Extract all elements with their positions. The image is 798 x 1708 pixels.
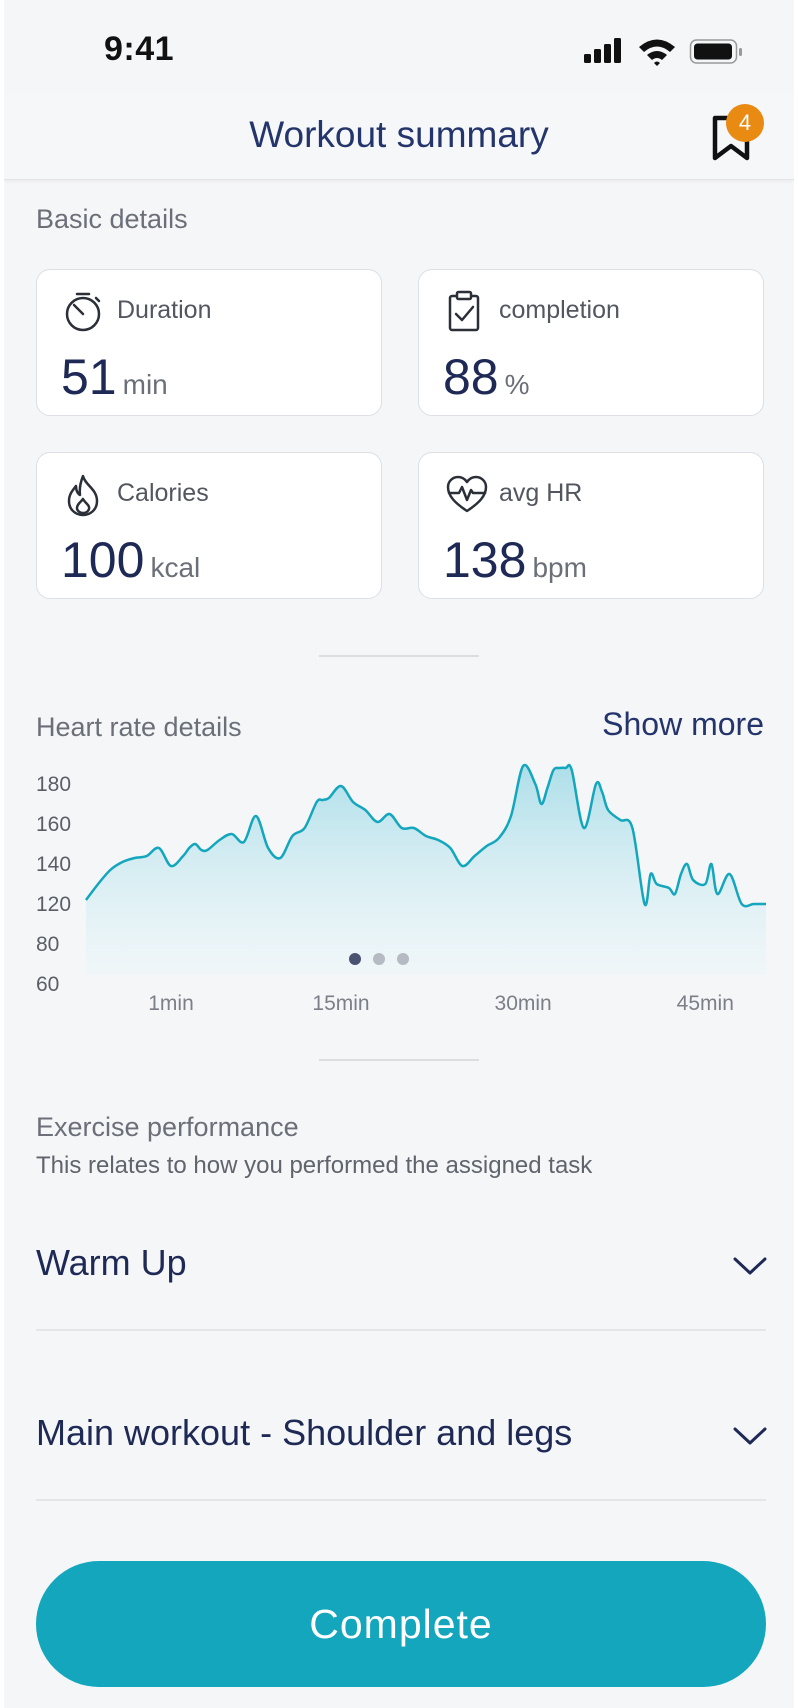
calories-value: 100 (61, 532, 145, 588)
calories-value-row: 100 kcal (61, 531, 200, 589)
avg-hr-label: avg HR (499, 479, 583, 507)
status-time: 9:41 (104, 30, 175, 68)
heart-rate-area (86, 764, 766, 975)
heart-pulse-icon (446, 475, 488, 513)
heart-rate-title: Heart rate details (36, 712, 242, 742)
y-tick-label: 180 (36, 773, 71, 796)
pager-dot[interactable] (397, 953, 409, 965)
chevron-down-icon (733, 1257, 767, 1275)
x-tick-label: 15min (312, 992, 369, 1015)
screen: 9:41 Workout summary 4 Basic details (4, 0, 794, 1708)
accordion-main-workout[interactable]: Main workout - Shoulder and legs (4, 1400, 794, 1490)
performance-subtitle: This relates to how you performed the as… (36, 1152, 593, 1179)
page-title: Workout summary (249, 114, 549, 155)
duration-value: 51 (61, 349, 117, 405)
x-tick-label: 1min (148, 992, 194, 1015)
completion-unit: % (504, 369, 530, 400)
wifi-icon (639, 39, 675, 66)
basic-details-title: Basic details (36, 204, 188, 234)
section-divider (319, 655, 479, 657)
pager-dot[interactable] (349, 953, 361, 965)
status-icons (584, 38, 742, 66)
completion-value-row: 88% (443, 348, 530, 406)
flame-icon (67, 474, 99, 517)
calories-card: Calories 100 kcal (36, 452, 382, 599)
pager-dot[interactable] (373, 953, 385, 965)
complete-button[interactable]: Complete (36, 1561, 766, 1687)
accordion-warm-up-label: Warm Up (36, 1242, 187, 1283)
avg-hr-value-row: 138 bpm (443, 531, 587, 589)
battery-icon (689, 39, 742, 64)
calories-label: Calories (117, 479, 209, 507)
duration-label: Duration (117, 296, 212, 324)
y-tick-label: 120 (36, 893, 71, 916)
x-tick-label: 45min (677, 992, 734, 1015)
accordion-divider (36, 1329, 766, 1331)
section-divider (319, 1059, 479, 1061)
duration-card: Duration 51 min (36, 269, 382, 416)
show-more-link[interactable]: Show more (602, 706, 764, 742)
avg-hr-unit: bpm (532, 552, 587, 583)
y-tick-label: 80 (36, 933, 59, 956)
clipboard-check-icon (448, 290, 480, 332)
y-tick-label: 160 (36, 813, 71, 836)
accordion-warm-up[interactable]: Warm Up (4, 1230, 794, 1320)
heart-rate-chart[interactable]: 60 80 120 140 160 180 1min 15min 30min 45min (4, 760, 794, 1020)
completion-card: completion 88% (418, 269, 764, 416)
cellular-signal-icon (584, 38, 621, 63)
notification-badge: 4 (726, 104, 764, 142)
y-tick-label: 140 (36, 853, 71, 876)
avg-hr-value: 138 (443, 532, 527, 588)
x-tick-label: 30min (495, 992, 552, 1015)
y-tick-label: 60 (36, 973, 59, 996)
stopwatch-icon (65, 292, 101, 332)
performance-title: Exercise performance (36, 1112, 299, 1142)
heart-rate-line (84, 763, 766, 908)
completion-label: completion (499, 296, 620, 324)
accordion-divider (36, 1499, 766, 1501)
calories-unit: kcal (150, 552, 201, 583)
header-bar: Workout summary (4, 94, 794, 180)
accordion-main-workout-label: Main workout - Shoulder and legs (36, 1412, 573, 1453)
duration-unit: min (122, 369, 168, 400)
completion-value: 88 (443, 349, 499, 405)
chevron-down-icon (733, 1427, 767, 1445)
avg-hr-card: avg HR 138 bpm (418, 452, 764, 599)
duration-value-row: 51 min (61, 348, 168, 406)
